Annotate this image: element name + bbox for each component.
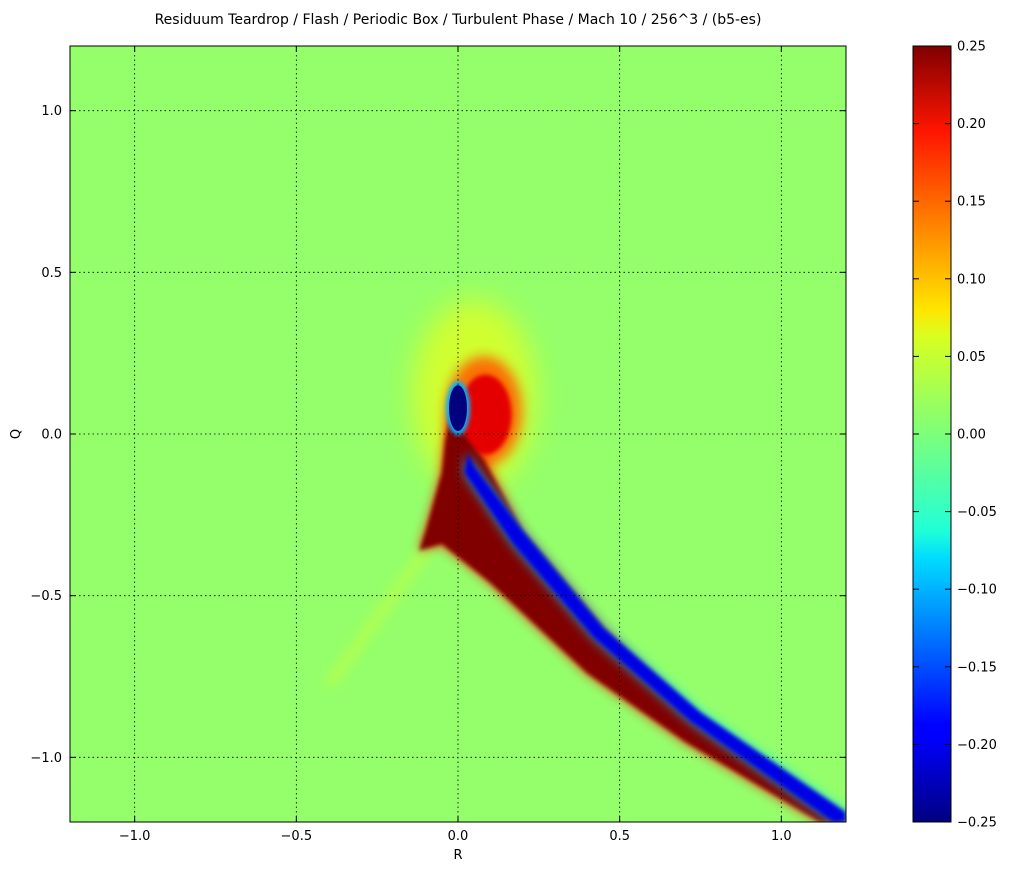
- colorbar-tick-label: 0.05: [957, 350, 986, 365]
- y-tick-label: −1.0: [30, 751, 62, 766]
- y-axis-label: Q: [9, 429, 24, 439]
- x-axis: −1.0 −0.5 0.0 0.5 1.0: [119, 46, 792, 844]
- chart-title: Residuum Teardrop / Flash / Periodic Box…: [155, 12, 762, 28]
- y-axis: 1.0 0.5 0.0 −0.5 −1.0: [30, 104, 846, 766]
- x-axis-label: R: [453, 848, 462, 863]
- colorbar-tick-label: −0.25: [957, 816, 997, 831]
- x-tick-label: 0.5: [609, 829, 630, 844]
- x-tick-label: −0.5: [281, 829, 313, 844]
- colorbar-tick-label: −0.20: [957, 738, 997, 753]
- y-tick-label: 0.0: [41, 428, 62, 443]
- colorbar-tick-label: 0.00: [957, 428, 986, 443]
- colorbar-tick-label: 0.25: [957, 40, 986, 55]
- y-tick-label: 0.5: [41, 266, 62, 281]
- heatmap-negative-core: [449, 385, 467, 432]
- x-tick-label: 1.0: [771, 829, 792, 844]
- colorbar-gradient: [912, 45, 952, 823]
- plot-area: [70, 46, 846, 822]
- colorbar-tick-label: 0.20: [957, 117, 986, 132]
- colorbar-tick-label: −0.05: [957, 505, 997, 520]
- colorbar-tick-label: −0.10: [957, 583, 997, 598]
- colorbar-tick-label: 0.15: [957, 195, 986, 210]
- colorbar-tick-label: 0.10: [957, 272, 986, 287]
- x-tick-label: 0.0: [448, 829, 469, 844]
- heatmap-faint-streak: [322, 550, 433, 687]
- colorbar-tick-label: −0.15: [957, 660, 997, 675]
- x-tick-label: −1.0: [119, 829, 151, 844]
- colorbar: 0.25 0.20 0.15 0.10 0.05 0.00 −0.05 −0.10 −0.15 −…: [912, 40, 997, 831]
- grid-lines: [70, 46, 846, 822]
- heatmap-positive-tail: [419, 411, 846, 822]
- heatmap-red-lobe: [459, 374, 512, 455]
- y-tick-label: −0.5: [30, 589, 62, 604]
- y-tick-label: 1.0: [41, 104, 62, 119]
